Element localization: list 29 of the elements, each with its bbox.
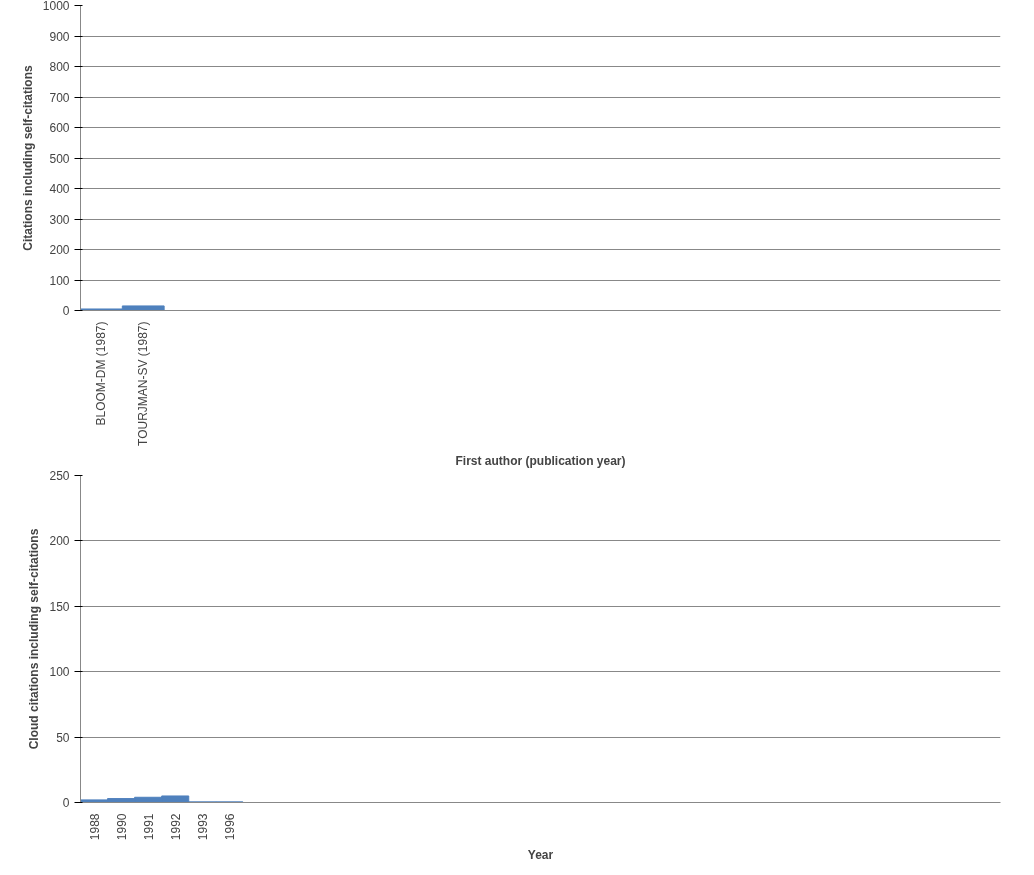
x-tick-label: 1990 [114, 813, 129, 841]
y-axis-title: Citations including self-citations [20, 65, 35, 251]
y-tick-label: 700 [49, 90, 70, 105]
y-tick-label: 900 [49, 29, 70, 44]
x-tick-label: BLOOM-DM (1987) [94, 321, 109, 426]
y-tick-label: 300 [49, 212, 70, 227]
x-tick-label: 1992 [168, 813, 183, 841]
x-tick-label: 1996 [222, 813, 237, 841]
x-tick-label: 1993 [195, 813, 210, 841]
y-tick-label: 0 [62, 796, 70, 810]
y-tick-label: 250 [49, 469, 70, 483]
y-tick-label: 500 [49, 151, 70, 166]
y-tick-label: 1000 [42, 0, 70, 13]
x-tick-label: 1991 [141, 813, 156, 841]
x-axis-title: First author (publication year) [455, 453, 626, 468]
y-tick-label: 200 [49, 243, 70, 257]
y-tick-label: 100 [49, 665, 70, 680]
x-tick-label: 1988 [87, 813, 102, 841]
y-tick-label: 50 [56, 730, 70, 745]
y-tick-label: 600 [49, 121, 70, 135]
y-axis-title: Cloud citations including self-citations [27, 528, 42, 750]
y-tick-label: 0 [62, 304, 70, 318]
y-tick-label: 800 [49, 60, 70, 74]
x-axis-title: Year [527, 848, 554, 863]
y-tick-label: 150 [49, 599, 70, 614]
y-tick-label: 400 [49, 182, 70, 196]
y-tick-label: 200 [49, 534, 70, 549]
y-tick-label: 100 [49, 273, 70, 288]
x-tick-label: TOURJMAN-SV (1987) [136, 321, 151, 446]
